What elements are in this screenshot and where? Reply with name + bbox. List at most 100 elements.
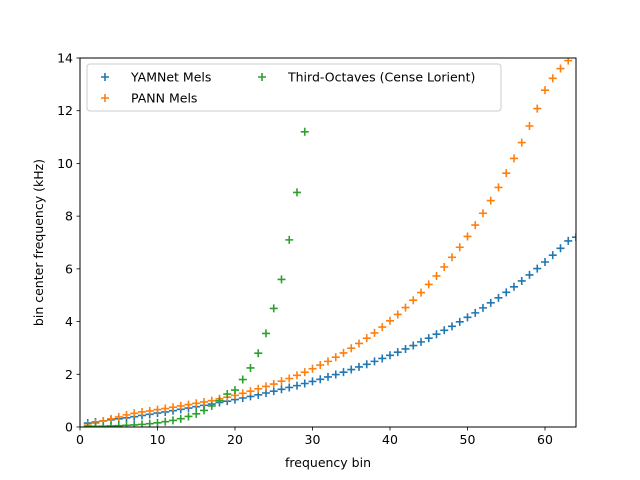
x-tick-label: 50 (460, 432, 476, 447)
data-point (556, 244, 565, 253)
data-point (246, 387, 255, 396)
x-tick-label: 60 (537, 432, 553, 447)
y-tick-label: 4 (65, 314, 73, 329)
data-marks (83, 58, 576, 427)
data-point (362, 360, 371, 369)
data-point (331, 353, 340, 362)
data-point (130, 409, 139, 418)
x-axis-label: frequency bin (285, 455, 371, 470)
data-point (370, 328, 379, 337)
data-point (238, 389, 247, 398)
data-point (184, 412, 193, 421)
series-2 (83, 58, 573, 427)
data-point (479, 209, 487, 218)
data-point (231, 386, 239, 395)
data-point (455, 243, 464, 252)
x-tick-label: 40 (382, 432, 398, 447)
data-point (572, 233, 576, 242)
data-point (176, 414, 185, 423)
data-point (417, 337, 425, 346)
data-point (300, 127, 309, 136)
data-point (533, 264, 542, 273)
data-point (114, 421, 123, 427)
y-axis-label: bin center frequency (kHz) (31, 159, 46, 326)
data-point (432, 330, 441, 339)
data-point (393, 310, 402, 319)
x-tick-label: 0 (76, 432, 84, 447)
legend: YAMNet Mels PANN Mels Third-Octaves (Cense… (86, 63, 502, 112)
data-point (541, 86, 549, 95)
data-point (378, 323, 387, 332)
data-point (556, 64, 565, 73)
data-point (510, 154, 518, 163)
data-point (200, 406, 208, 415)
data-point (138, 420, 146, 427)
data-point (238, 375, 247, 384)
data-point (409, 341, 418, 350)
legend-frame (86, 63, 502, 112)
data-point (114, 412, 123, 421)
data-point (91, 422, 100, 427)
data-point (153, 418, 162, 427)
data-point (99, 422, 108, 427)
data-point (269, 380, 278, 389)
data-point (192, 409, 201, 418)
legend-label: YAMNet Mels (130, 70, 211, 85)
data-point (138, 407, 146, 416)
data-point (355, 362, 363, 371)
data-point (277, 385, 286, 394)
data-point (324, 357, 332, 366)
data-point (308, 364, 317, 373)
data-point (122, 421, 131, 427)
x-tick-label: 30 (305, 432, 321, 447)
data-point (370, 357, 379, 366)
y-tick-label: 6 (65, 261, 73, 276)
data-point (145, 419, 154, 427)
data-point (145, 406, 154, 415)
data-point (300, 368, 309, 377)
data-point (401, 303, 410, 312)
data-point (502, 169, 511, 178)
data-point (277, 377, 286, 386)
data-point (502, 288, 511, 297)
data-point (378, 354, 387, 363)
data-point (293, 188, 301, 197)
data-point (130, 420, 139, 427)
data-point (293, 381, 301, 390)
data-point (471, 308, 480, 317)
data-point (153, 405, 162, 414)
data-point (409, 296, 418, 305)
y-tick-label: 12 (57, 103, 73, 118)
data-point (215, 396, 224, 405)
data-point (494, 183, 503, 192)
data-point (517, 276, 526, 285)
data-point (262, 382, 270, 391)
y-axis-ticks: 0 2 4 6 8 10 12 14 (57, 51, 80, 435)
data-point (161, 417, 170, 426)
data-point (463, 232, 472, 241)
data-point (176, 401, 185, 410)
data-point (285, 374, 294, 383)
data-point (564, 58, 573, 65)
data-point (316, 375, 325, 384)
data-point (362, 334, 371, 343)
data-point (432, 271, 441, 280)
data-point (339, 348, 348, 357)
data-point (262, 329, 270, 338)
data-point (486, 298, 495, 307)
x-tick-label: 20 (227, 432, 243, 447)
data-point (440, 263, 449, 272)
data-point (393, 348, 402, 357)
data-point (471, 221, 480, 230)
data-point (254, 384, 263, 393)
data-point (386, 316, 394, 325)
x-tick-label: 10 (150, 432, 166, 447)
data-point (300, 379, 309, 388)
y-tick-label: 8 (65, 209, 73, 224)
data-point (533, 104, 542, 113)
data-point (355, 339, 363, 348)
data-point (316, 361, 325, 370)
data-point (169, 416, 177, 425)
data-point (525, 270, 534, 279)
